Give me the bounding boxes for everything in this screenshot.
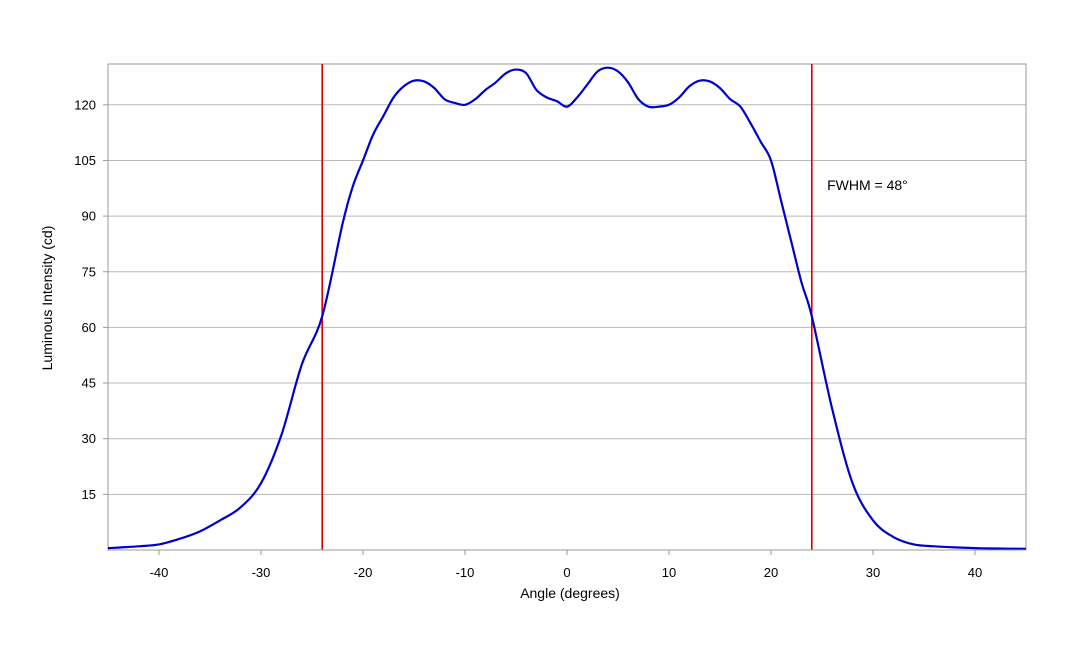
x-tick-label: 10 [662,565,676,580]
plot-background [108,64,1026,550]
y-tick-label: 90 [82,209,96,224]
x-tick-label: 30 [866,565,880,580]
x-tick-label: -20 [354,565,373,580]
series-group [107,66,1027,550]
annotations: FWHM = 48° [827,177,908,193]
fwhm-annotation: FWHM = 48° [827,177,908,193]
x-tick-label: 0 [563,565,570,580]
y-tick-labels: 15 30 45 60 75 90 105 120 [74,97,108,502]
y-tick-label: 120 [74,97,96,112]
x-tick-label: -40 [150,565,169,580]
x-tick-label: -30 [252,565,271,580]
x-axis-title: Angle (degrees) [520,585,620,601]
y-tick-label: 105 [74,153,96,168]
y-axis-title: Luminous Intensity (cd) [39,226,55,371]
gridlines [108,104,1026,495]
fwhm-markers [321,64,813,550]
x-tick-label: 20 [764,565,778,580]
x-tick-label: 40 [968,565,982,580]
x-tick-label: -10 [456,565,475,580]
y-tick-label: 30 [82,431,96,446]
y-tick-label: 60 [82,320,96,335]
y-tick-label: 45 [82,376,96,391]
x-tick-labels: -40 -30 -20 -10 0 10 20 30 40 [150,550,982,580]
y-tick-label: 15 [82,487,96,502]
y-tick-label: 75 [82,264,96,279]
intensity-series-line [107,66,1027,550]
